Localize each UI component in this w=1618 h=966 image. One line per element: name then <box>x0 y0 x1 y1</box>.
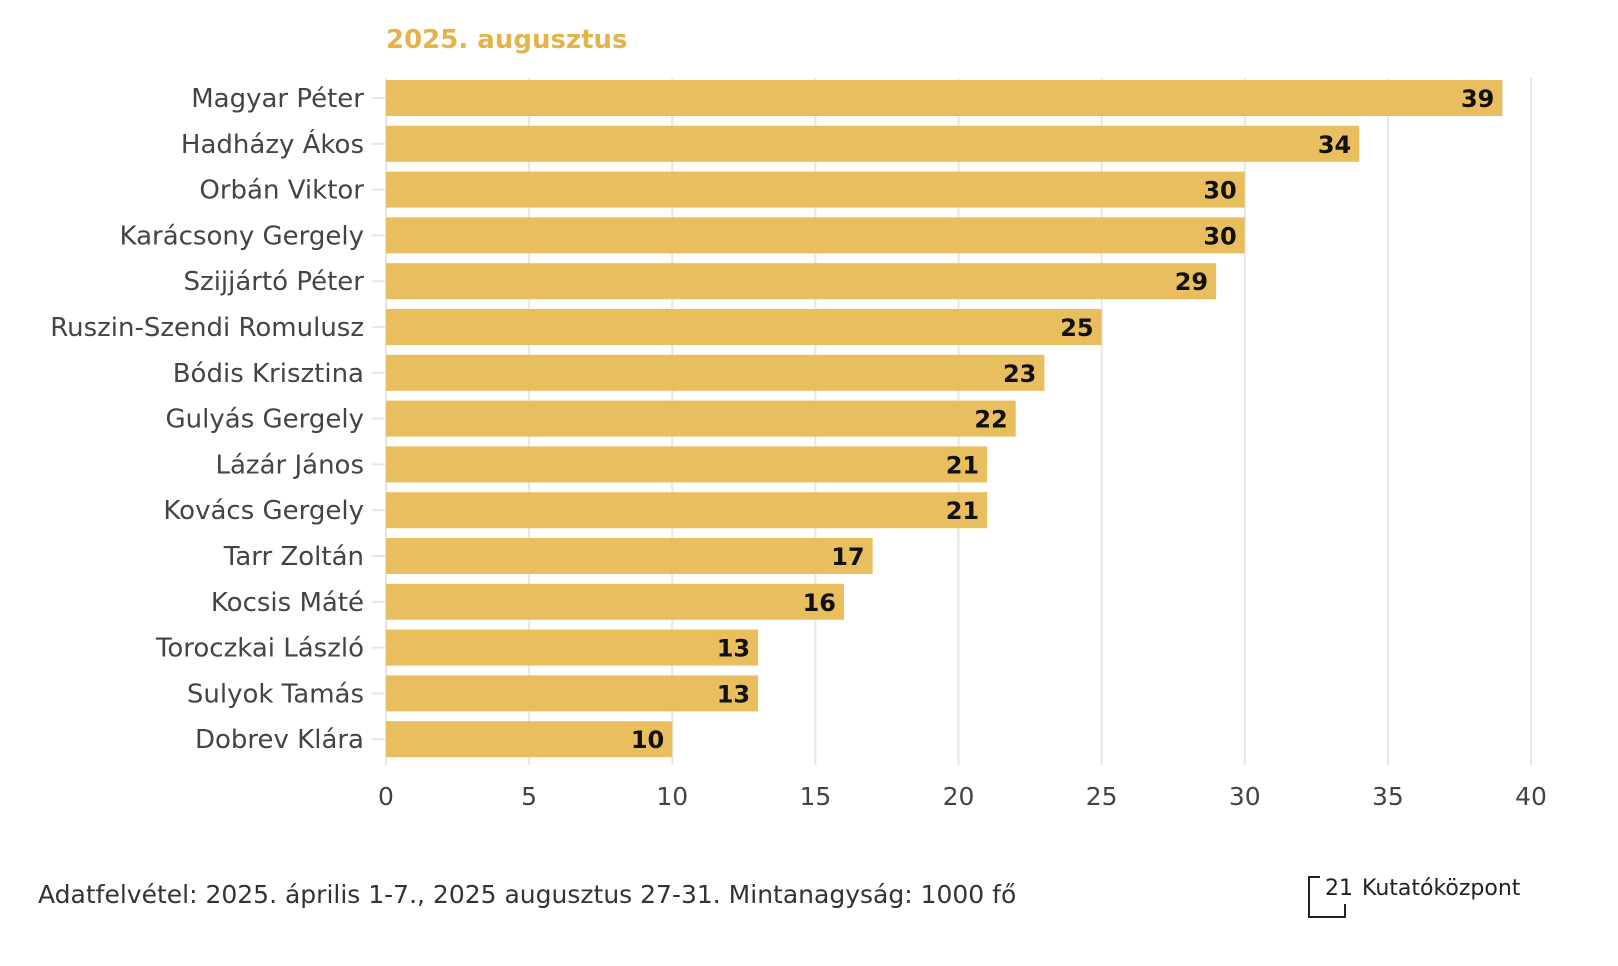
data-label: 29 <box>1175 268 1208 296</box>
data-label: 10 <box>631 726 664 754</box>
category-label: Kocsis Máté <box>211 588 364 618</box>
x-tick-label-30: 30 <box>1229 782 1261 811</box>
category-label: Ruszin-Szendi Romulusz <box>50 313 364 343</box>
category-label: Magyar Péter <box>191 84 364 114</box>
bar-7 <box>386 354 1045 391</box>
bar-1 <box>386 80 1503 116</box>
x-tick-label-25: 25 <box>1086 782 1118 811</box>
logo-bracket-icon <box>1308 876 1346 918</box>
x-tick-label-5: 5 <box>521 782 537 811</box>
x-tick-label-0: 0 <box>378 782 394 811</box>
bar-3 <box>386 171 1245 208</box>
category-label: Kovács Gergely <box>163 496 364 526</box>
x-axis-ticks: 0 5 10 15 20 25 30 35 40 <box>378 782 1547 811</box>
category-label: Hadházy Ákos <box>181 128 364 160</box>
bar-12 <box>386 583 844 620</box>
bar-11 <box>386 538 873 574</box>
data-labels: 39 34 30 30 29 25 23 22 21 21 17 16 13 13 10 <box>631 85 1495 754</box>
data-label: 25 <box>1060 314 1093 342</box>
category-label: Szijjártó Péter <box>184 267 365 297</box>
category-label: Karácsony Gergely <box>119 221 364 251</box>
category-label: Bódis Krisztina <box>173 359 364 389</box>
data-label: 34 <box>1318 131 1351 159</box>
x-tick-label-20: 20 <box>943 782 975 811</box>
category-label: Sulyok Tamás <box>187 679 364 709</box>
category-labels: Magyar Péter Hadházy Ákos Orbán Viktor Kará… <box>50 84 364 755</box>
bar-chart: 2025. augusztus Magyar Péter Hadházy Ákos… <box>50 25 1547 811</box>
bar-8 <box>386 400 1016 437</box>
category-label: Lázár János <box>216 450 364 480</box>
category-label: Tarr Zoltán <box>223 542 364 572</box>
category-label: Orbán Viktor <box>199 176 364 206</box>
x-tick-label-40: 40 <box>1515 782 1547 811</box>
x-tick-label-35: 35 <box>1372 782 1404 811</box>
data-label: 13 <box>717 680 750 708</box>
data-label: 39 <box>1461 85 1494 113</box>
bar-13 <box>386 629 759 666</box>
data-label: 23 <box>1003 360 1036 388</box>
data-label: 16 <box>803 589 836 617</box>
data-label: 17 <box>831 543 864 571</box>
logo: 21 Kutatóközpont <box>1308 876 1548 920</box>
x-tick-label-10: 10 <box>656 782 688 811</box>
data-label: 21 <box>946 497 979 525</box>
bar-10 <box>386 492 988 529</box>
data-label: 22 <box>974 406 1007 434</box>
bar-6 <box>386 309 1102 345</box>
bar-5 <box>386 263 1217 300</box>
data-label: 13 <box>717 635 750 663</box>
bar-4 <box>386 217 1245 254</box>
bars <box>372 80 1503 758</box>
data-label: 21 <box>946 451 979 479</box>
logo-number: 21 <box>1325 876 1353 901</box>
category-label: Gulyás Gergely <box>166 405 364 435</box>
x-tick-label-15: 15 <box>799 782 831 811</box>
data-label: 30 <box>1203 222 1236 250</box>
logo-name: Kutatóközpont <box>1362 876 1521 901</box>
category-label: Dobrev Klára <box>195 725 364 755</box>
category-label: Toroczkai László <box>155 634 364 664</box>
footer-note: Adatfelvétel: 2025. április 1-7., 2025 a… <box>38 880 1017 909</box>
bar-9 <box>386 446 988 483</box>
bar-15 <box>386 721 673 758</box>
bar-14 <box>386 675 759 712</box>
bar-2 <box>386 125 1360 162</box>
chart-title: 2025. augusztus <box>386 25 628 55</box>
data-label: 30 <box>1203 177 1236 205</box>
